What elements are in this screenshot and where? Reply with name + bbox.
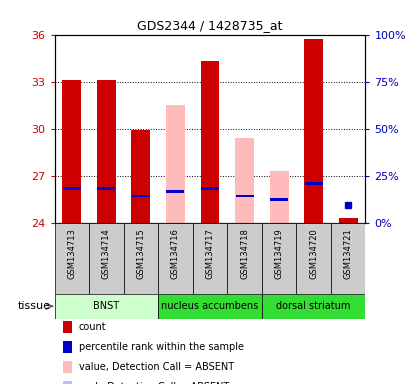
Bar <box>97 187 116 190</box>
Bar <box>131 130 150 223</box>
Text: rank, Detection Call = ABSENT: rank, Detection Call = ABSENT <box>79 382 229 384</box>
Text: GSM134721: GSM134721 <box>344 228 353 279</box>
Bar <box>270 198 288 200</box>
Bar <box>55 294 158 319</box>
Bar <box>235 138 254 223</box>
Text: GSM134717: GSM134717 <box>205 228 215 279</box>
Bar <box>166 190 184 193</box>
Bar <box>200 61 220 223</box>
Text: GSM134714: GSM134714 <box>102 228 111 279</box>
Bar <box>158 223 193 294</box>
Bar <box>304 39 323 223</box>
Bar <box>132 195 150 197</box>
Text: nucleus accumbens: nucleus accumbens <box>161 301 259 311</box>
Bar <box>55 223 89 294</box>
Bar <box>236 195 254 197</box>
Bar <box>339 218 357 223</box>
Bar <box>166 190 184 193</box>
Bar <box>270 198 288 200</box>
Title: GDS2344 / 1428735_at: GDS2344 / 1428735_at <box>137 19 283 32</box>
Bar <box>227 223 262 294</box>
Bar <box>63 80 81 223</box>
Text: GSM134720: GSM134720 <box>309 228 318 279</box>
Text: tissue: tissue <box>17 301 50 311</box>
Bar <box>304 182 323 185</box>
Text: count: count <box>79 322 106 332</box>
Bar <box>297 223 331 294</box>
Bar <box>97 80 116 223</box>
Bar <box>63 187 81 190</box>
Bar <box>262 294 365 319</box>
Bar <box>158 294 262 319</box>
Text: GSM134715: GSM134715 <box>136 228 145 279</box>
Text: GSM134719: GSM134719 <box>275 228 284 279</box>
Bar <box>201 187 219 190</box>
Bar <box>270 171 289 223</box>
Text: BNST: BNST <box>93 301 119 311</box>
Text: GSM134716: GSM134716 <box>171 228 180 279</box>
Bar <box>331 223 365 294</box>
Text: percentile rank within the sample: percentile rank within the sample <box>79 342 244 352</box>
Text: GSM134718: GSM134718 <box>240 228 249 279</box>
Bar <box>166 105 185 223</box>
Text: GSM134713: GSM134713 <box>67 228 76 279</box>
Bar <box>262 223 297 294</box>
Bar <box>123 223 158 294</box>
Bar <box>89 223 123 294</box>
Text: value, Detection Call = ABSENT: value, Detection Call = ABSENT <box>79 362 234 372</box>
Text: dorsal striatum: dorsal striatum <box>276 301 351 311</box>
Bar <box>193 223 227 294</box>
Bar <box>236 195 254 197</box>
